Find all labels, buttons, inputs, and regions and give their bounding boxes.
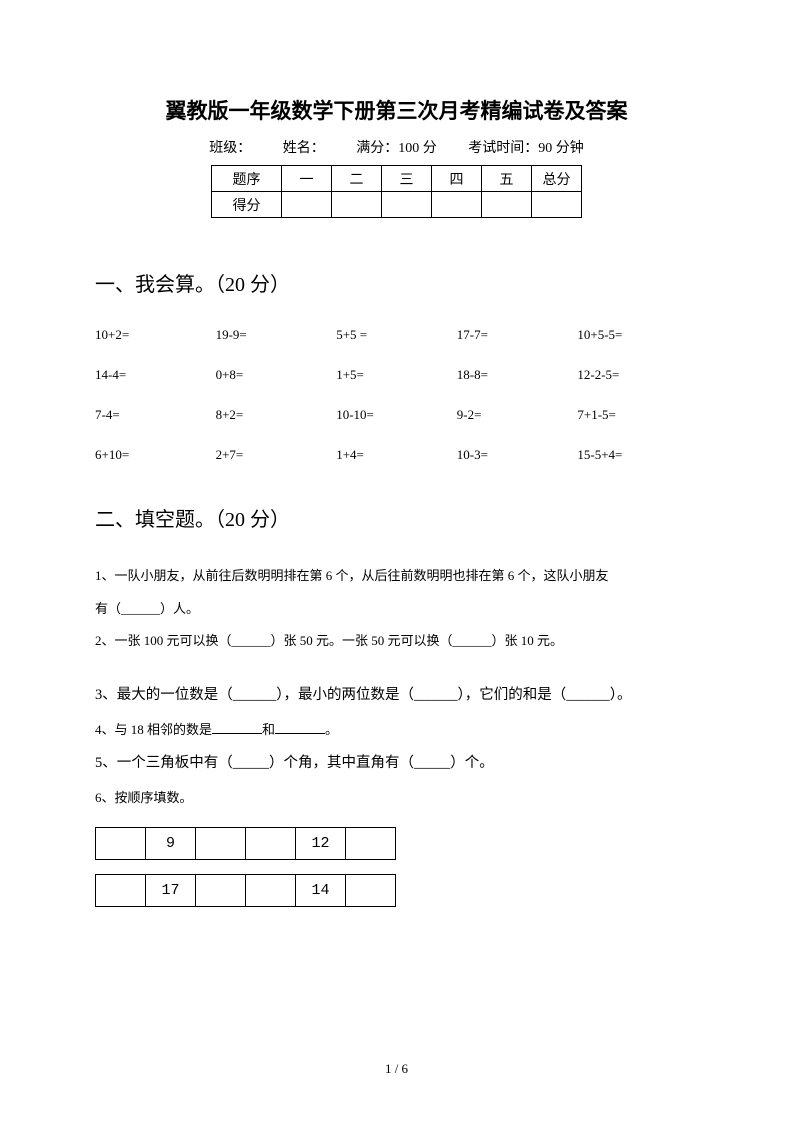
seq-cell <box>246 874 296 906</box>
question-4: 4、与 18 相邻的数是 和 。 <box>95 716 698 745</box>
seq-cell <box>346 827 396 859</box>
calc-item: 19-9= <box>216 327 337 343</box>
seq-cell <box>96 874 146 906</box>
seq-cell <box>346 874 396 906</box>
calc-item: 10-10= <box>336 407 457 423</box>
question-6: 6、按顺序填数。 <box>95 784 698 813</box>
calc-item: 8+2= <box>216 407 337 423</box>
calc-item: 0+8= <box>216 367 337 383</box>
full-score-label: 满分：100 分 <box>356 141 437 156</box>
score-cell <box>482 192 532 218</box>
score-cell <box>432 192 482 218</box>
calc-item: 17-7= <box>457 327 578 343</box>
seq-cell <box>196 874 246 906</box>
table-row: 17 14 <box>96 874 396 906</box>
seq-cell: 9 <box>146 827 196 859</box>
q4-text-b: 和 <box>262 722 275 737</box>
score-cell <box>532 192 582 218</box>
q4-text-a: 4、与 18 相邻的数是 <box>95 722 212 737</box>
calc-item: 7+1-5= <box>577 407 698 423</box>
calculation-grid: 10+2= 19-9= 5+5 = 17-7= 10+5-5= 14-4= 0+… <box>95 327 698 463</box>
calc-item: 1+5= <box>336 367 457 383</box>
q4-text-c: 。 <box>325 722 338 737</box>
seq-cell: 17 <box>146 874 196 906</box>
blank <box>212 720 262 734</box>
time-label: 考试时间：90 分钟 <box>468 141 584 156</box>
exam-info-line: 班级： 姓名： 满分：100 分 考试时间：90 分钟 <box>95 137 698 157</box>
seq-cell <box>246 827 296 859</box>
sequence-table-1: 9 12 <box>95 827 396 860</box>
section-2-header: 二、填空题。（20 分） <box>95 503 698 532</box>
question-3: 3、最大的一位数是（______），最小的两位数是（______），它们的和是（… <box>95 680 698 712</box>
blank <box>275 720 325 734</box>
score-cell <box>332 192 382 218</box>
calc-item: 10+5-5= <box>577 327 698 343</box>
calc-item: 10-3= <box>457 447 578 463</box>
score-label-cell: 得分 <box>212 192 282 218</box>
question-5: 5、一个三角板中有（_____）个角，其中直角有（_____）个。 <box>95 748 698 780</box>
seq-cell <box>96 827 146 859</box>
calc-item: 2+7= <box>216 447 337 463</box>
seq-cell <box>196 827 246 859</box>
header-cell: 二 <box>332 166 382 192</box>
calc-item: 10+2= <box>95 327 216 343</box>
question-2: 2、一张 100 元可以换（______）张 50 元。一张 50 元可以换（_… <box>95 627 698 656</box>
calc-item: 15-5+4= <box>577 447 698 463</box>
seq-cell: 12 <box>296 827 346 859</box>
question-1-line2: 有（______）人。 <box>95 595 698 624</box>
calc-item: 9-2= <box>457 407 578 423</box>
header-cell: 一 <box>282 166 332 192</box>
header-cell: 四 <box>432 166 482 192</box>
page-title: 翼教版一年级数学下册第三次月考精编试卷及答案 <box>95 95 698 125</box>
score-cell <box>282 192 332 218</box>
score-cell <box>382 192 432 218</box>
header-cell: 五 <box>482 166 532 192</box>
calc-item: 7-4= <box>95 407 216 423</box>
calc-item: 12-2-5= <box>577 367 698 383</box>
seq-cell: 14 <box>296 874 346 906</box>
table-row: 得分 <box>212 192 582 218</box>
table-row: 题序 一 二 三 四 五 总分 <box>212 166 582 192</box>
header-cell: 总分 <box>532 166 582 192</box>
name-label: 姓名： <box>283 141 325 156</box>
calc-item: 5+5 = <box>336 327 457 343</box>
header-cell: 三 <box>382 166 432 192</box>
page-number: 1 / 6 <box>0 1061 793 1077</box>
header-cell: 题序 <box>212 166 282 192</box>
sequence-table-2: 17 14 <box>95 874 396 907</box>
score-table: 题序 一 二 三 四 五 总分 得分 <box>211 165 582 218</box>
calc-item: 14-4= <box>95 367 216 383</box>
calc-item: 18-8= <box>457 367 578 383</box>
question-1-line1: 1、一队小朋友，从前往后数明明排在第 6 个，从后往前数明明也排在第 6 个，这… <box>95 562 698 591</box>
calc-item: 1+4= <box>336 447 457 463</box>
section-1-header: 一、我会算。（20 分） <box>95 268 698 297</box>
class-label: 班级： <box>209 141 251 156</box>
table-row: 9 12 <box>96 827 396 859</box>
calc-item: 6+10= <box>95 447 216 463</box>
